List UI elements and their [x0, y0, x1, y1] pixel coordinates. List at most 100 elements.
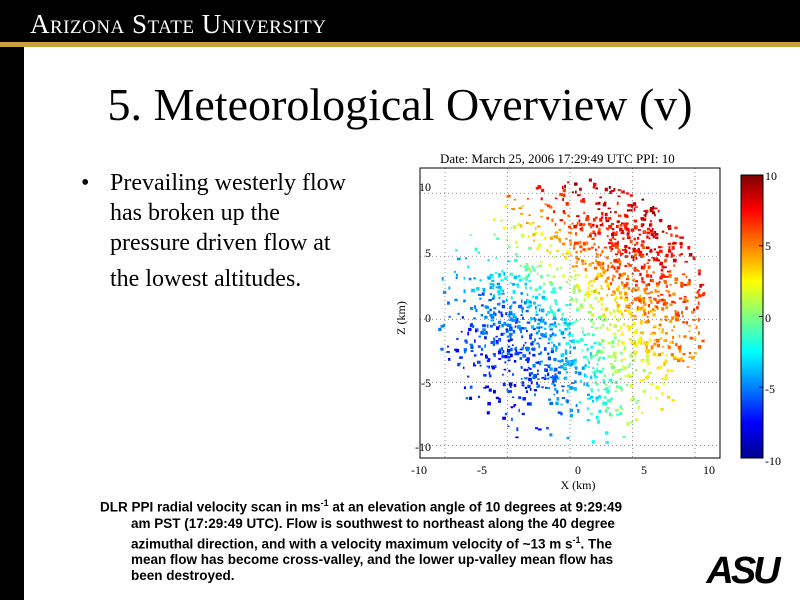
velocity-point — [658, 299, 661, 303]
velocity-point — [571, 265, 575, 268]
velocity-point — [648, 237, 651, 240]
velocity-point — [619, 253, 623, 256]
velocity-point — [674, 226, 678, 229]
velocity-point — [633, 237, 636, 241]
bullet-dot: • — [81, 170, 90, 196]
velocity-point — [575, 404, 578, 407]
velocity-point — [643, 263, 646, 267]
velocity-point — [610, 414, 613, 417]
velocity-point — [701, 283, 705, 286]
velocity-point — [632, 257, 635, 262]
velocity-point — [492, 322, 496, 326]
velocity-point — [544, 321, 547, 325]
velocity-point — [674, 242, 677, 245]
velocity-point — [634, 341, 636, 345]
velocity-point — [549, 323, 554, 326]
plot-frame — [419, 167, 721, 459]
velocity-point — [664, 258, 668, 262]
velocity-point — [621, 316, 624, 319]
velocity-point — [535, 187, 539, 190]
velocity-point — [588, 234, 592, 238]
velocity-point — [661, 307, 665, 311]
velocity-point — [572, 339, 575, 342]
velocity-point — [516, 285, 519, 288]
velocity-point — [564, 349, 568, 353]
velocity-point — [479, 297, 482, 300]
velocity-point — [589, 375, 593, 380]
velocity-point — [524, 386, 527, 390]
velocity-point — [604, 431, 609, 435]
velocity-point — [595, 291, 599, 294]
velocity-point — [565, 252, 569, 255]
velocity-point — [630, 228, 635, 232]
velocity-point — [566, 389, 569, 393]
velocity-point — [606, 399, 611, 403]
bullet-point: • Prevailing westerly flow has broken up… — [81, 168, 374, 294]
velocity-point — [632, 330, 637, 334]
velocity-point — [643, 288, 647, 292]
velocity-point — [629, 421, 634, 423]
velocity-point — [538, 344, 541, 349]
velocity-point — [460, 331, 463, 333]
velocity-point — [650, 345, 654, 350]
velocity-point — [603, 404, 608, 406]
velocity-point — [574, 274, 577, 278]
velocity-point — [643, 312, 647, 316]
velocity-point — [660, 269, 664, 272]
velocity-point — [678, 254, 682, 257]
x-tick-label: 10 — [703, 463, 715, 477]
velocity-point — [463, 289, 466, 294]
velocity-point — [521, 316, 524, 320]
velocity-point — [627, 373, 631, 378]
velocity-point — [541, 376, 545, 379]
colorbar-tick-label: -5 — [765, 382, 775, 396]
caption-line: DLR PPI radial velocity scan in ms-1 at … — [100, 498, 622, 515]
velocity-point — [568, 225, 572, 229]
velocity-point — [544, 374, 547, 377]
velocity-point — [597, 358, 600, 362]
velocity-point — [553, 357, 557, 361]
velocity-point — [538, 330, 540, 333]
velocity-point — [590, 388, 593, 392]
velocity-point — [660, 272, 664, 275]
velocity-point — [591, 399, 595, 403]
velocity-point — [537, 185, 542, 189]
velocity-point — [494, 312, 497, 316]
velocity-point — [553, 384, 556, 387]
velocity-point — [630, 316, 633, 319]
velocity-point — [537, 326, 541, 330]
velocity-point — [558, 366, 562, 369]
velocity-point — [687, 281, 691, 286]
velocity-point — [616, 259, 621, 264]
velocity-point — [500, 311, 503, 315]
velocity-point — [586, 382, 589, 387]
velocity-point — [660, 246, 663, 248]
velocity-point — [618, 261, 622, 264]
velocity-point — [622, 286, 625, 290]
velocity-point — [554, 302, 558, 305]
velocity-point — [619, 351, 623, 355]
velocity-point — [503, 321, 507, 326]
velocity-point — [508, 369, 511, 373]
velocity-point — [562, 198, 564, 201]
velocity-point — [611, 228, 615, 231]
velocity-point — [644, 343, 649, 347]
velocity-point — [555, 325, 557, 328]
velocity-point — [540, 308, 545, 313]
velocity-point — [595, 370, 599, 373]
velocity-point — [671, 340, 674, 345]
velocity-point — [548, 364, 551, 367]
velocity-point — [603, 388, 607, 391]
velocity-point — [565, 342, 570, 345]
velocity-point — [492, 294, 496, 297]
velocity-point — [488, 388, 492, 392]
x-tick-label: -5 — [477, 463, 487, 477]
velocity-point — [674, 277, 679, 281]
velocity-point — [521, 307, 525, 310]
velocity-point — [478, 293, 482, 296]
velocity-point — [644, 303, 647, 306]
velocity-point — [522, 277, 526, 280]
velocity-point — [631, 372, 634, 375]
velocity-point — [652, 235, 655, 239]
velocity-point — [541, 296, 546, 299]
